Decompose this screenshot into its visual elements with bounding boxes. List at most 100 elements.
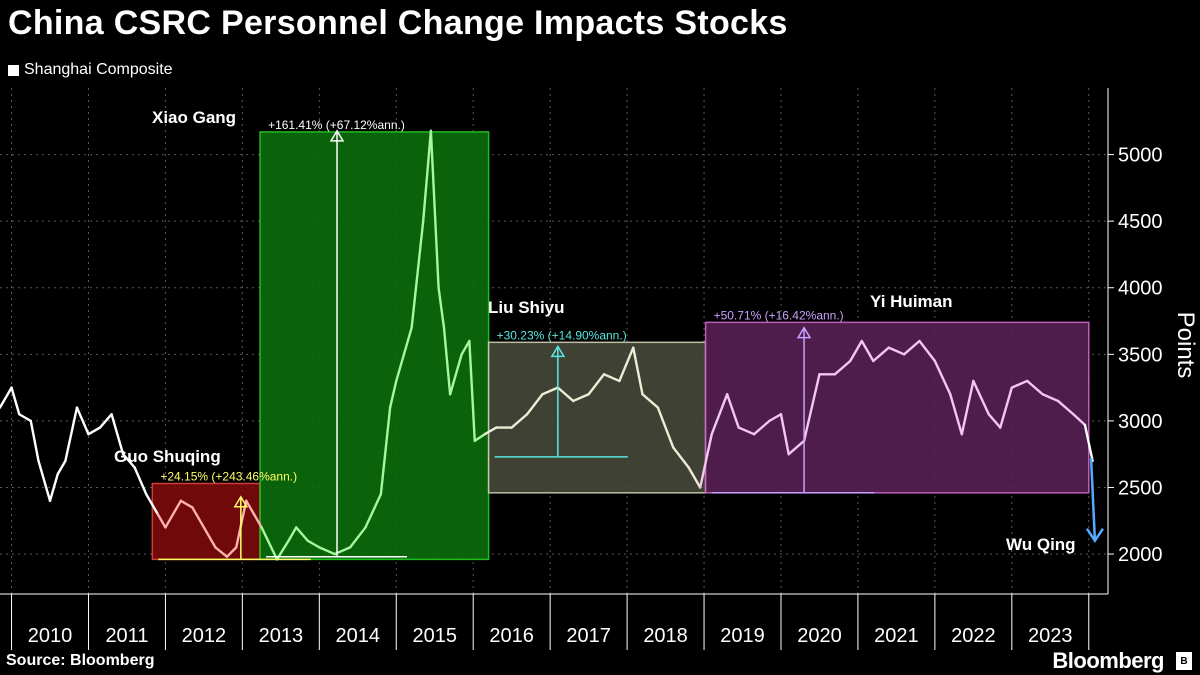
series-segment: [191, 506, 206, 529]
regime-box: [259, 131, 490, 561]
series-segment: [779, 413, 790, 456]
series-segment: [698, 433, 713, 489]
series-segment: [437, 286, 446, 329]
y-tick-label: 4500: [1118, 211, 1163, 233]
series-segment: [395, 326, 413, 383]
series-segment: [448, 353, 463, 396]
series-segment: [421, 129, 433, 223]
series-segment: [987, 413, 1002, 429]
series-segment: [29, 419, 40, 463]
wu-qing-arrow-line: [1089, 458, 1097, 541]
series-segment: [56, 459, 67, 476]
series-segment: [48, 472, 59, 502]
gain-arrowhead: [796, 326, 812, 339]
legend-label: Shanghai Composite: [24, 61, 173, 78]
series-segment: [949, 393, 964, 436]
legend-swatch: [8, 64, 19, 76]
series-segment: [587, 373, 606, 396]
series-segment: [902, 339, 921, 356]
series-segment: [10, 386, 21, 416]
gain-arrowhead: [550, 344, 566, 358]
annotation-xiao-gang: Xiao Gang: [152, 108, 236, 127]
series-segment: [1072, 413, 1087, 427]
series-segment: [1041, 393, 1060, 403]
series-segment: [672, 446, 690, 469]
x-tick-label: 2010: [28, 625, 73, 647]
y-tick-label: 3000: [1118, 411, 1163, 433]
series-segment: [541, 386, 560, 396]
x-tick-label: 2021: [874, 625, 919, 647]
series-segment: [833, 359, 852, 376]
x-tick-label: 2016: [489, 625, 534, 647]
x-tick-label: 2019: [720, 625, 765, 647]
series-segment: [0, 386, 13, 409]
regime-box: [487, 341, 707, 494]
series-segment: [725, 393, 740, 429]
series-segment: [252, 512, 263, 529]
series-segment: [849, 339, 863, 363]
series-segment: [572, 393, 590, 403]
series-segment: [110, 413, 125, 456]
series-segment: [802, 373, 821, 443]
series-segment: [121, 452, 136, 469]
x-tick-label: 2012: [182, 625, 227, 647]
series-segment: [737, 426, 756, 436]
series-segment: [364, 492, 383, 529]
chart-title: China CSRC Personnel Change Impacts Stoc…: [8, 4, 788, 42]
gain-arrowhead: [233, 495, 249, 508]
series-segment: [214, 546, 229, 558]
series-segment: [787, 439, 806, 456]
series-segment: [460, 339, 471, 356]
x-tick-label: 2014: [336, 625, 381, 647]
series-segment: [179, 499, 194, 509]
series-segment: [318, 546, 336, 556]
series-segment: [98, 413, 113, 429]
series-segment: [75, 406, 90, 436]
legend: Shanghai Composite: [8, 61, 173, 79]
annotation-wu-qing: Wu Qing: [1006, 535, 1076, 554]
series-segment: [64, 406, 79, 463]
bloomberg-badge-icon: B: [1176, 652, 1192, 670]
series-segment: [202, 526, 217, 549]
series-segment: [656, 406, 675, 449]
series-segment: [483, 426, 498, 436]
y-tick-label: 5000: [1118, 145, 1163, 167]
series-segment: [225, 546, 238, 558]
series-segment: [37, 459, 52, 502]
series-segment: [473, 433, 486, 443]
series-segment: [133, 466, 148, 496]
x-tick-label: 2018: [643, 625, 688, 647]
series-segment: [1026, 379, 1044, 396]
series-segment: [556, 386, 575, 403]
series-segment: [768, 413, 783, 423]
series-segment: [1056, 399, 1075, 416]
series-segment: [388, 379, 398, 409]
series-segment: [887, 346, 906, 356]
series-segment: [260, 526, 279, 561]
x-tick-label: 2023: [1028, 625, 1073, 647]
series-segment: [18, 413, 32, 423]
y-tick-label: 2000: [1118, 544, 1163, 566]
series-segment: [602, 373, 621, 383]
series-segment: [442, 326, 452, 396]
series-segment: [245, 499, 256, 516]
x-tick-label: 2013: [259, 625, 304, 647]
series-segment: [710, 393, 729, 436]
series-segment: [687, 466, 702, 489]
wu-qing-arrow-head: [1085, 528, 1104, 543]
series-segment: [632, 346, 644, 396]
gain-arrowhead: [329, 129, 345, 142]
series-segment: [972, 379, 990, 416]
bloomberg-logo: Bloomberg: [1052, 648, 1164, 673]
annotation-liu-shiyu: Liu Shiyu: [488, 298, 565, 317]
series-segment: [429, 129, 440, 289]
series-segment: [468, 339, 476, 443]
regime-box: [704, 321, 1090, 494]
series-segment: [641, 393, 660, 409]
series-segment: [87, 426, 102, 436]
series-segment: [156, 512, 167, 529]
series-segment: [144, 492, 159, 516]
series-segment: [933, 359, 952, 396]
x-tick-label: 2011: [105, 625, 148, 647]
